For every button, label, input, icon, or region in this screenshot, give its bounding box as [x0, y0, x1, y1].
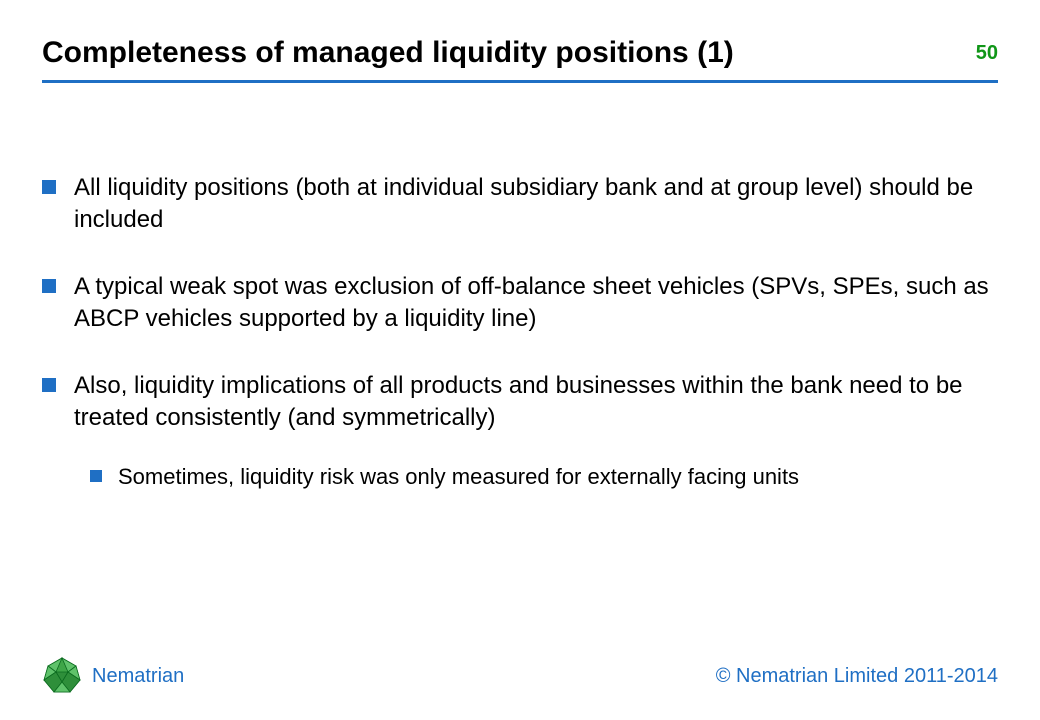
footer-copyright: © Nematrian Limited 2011-2014 — [716, 665, 998, 688]
bullet-text: Also, liquidity implications of all prod… — [74, 370, 998, 435]
footer-brand: Nematrian — [92, 665, 184, 688]
page-number: 50 — [976, 42, 998, 65]
bullet-item: Also, liquidity implications of all prod… — [42, 370, 998, 435]
slide-title: Completeness of managed liquidity positi… — [42, 36, 998, 70]
title-underline — [42, 80, 998, 83]
sub-bullet-text: Sometimes, liquidity risk was only measu… — [118, 462, 799, 492]
bullet-item: All liquidity positions (both at individ… — [42, 172, 998, 237]
bullet-text: A typical weak spot was exclusion of off… — [74, 271, 998, 336]
nematrian-logo-icon — [42, 656, 82, 696]
slide-header: Completeness of managed liquidity positi… — [42, 36, 998, 70]
sub-bullet-list: Sometimes, liquidity risk was only measu… — [90, 462, 998, 492]
slide-body: All liquidity positions (both at individ… — [42, 172, 998, 492]
bullet-icon — [42, 180, 56, 194]
bullet-icon — [42, 279, 56, 293]
bullet-text: All liquidity positions (both at individ… — [74, 172, 998, 237]
bullet-icon — [90, 470, 102, 482]
footer-left: Nematrian — [42, 656, 184, 696]
bullet-item: A typical weak spot was exclusion of off… — [42, 271, 998, 336]
bullet-icon — [42, 378, 56, 392]
slide-footer: Nematrian © Nematrian Limited 2011-2014 — [42, 656, 998, 696]
sub-bullet-item: Sometimes, liquidity risk was only measu… — [90, 462, 998, 492]
